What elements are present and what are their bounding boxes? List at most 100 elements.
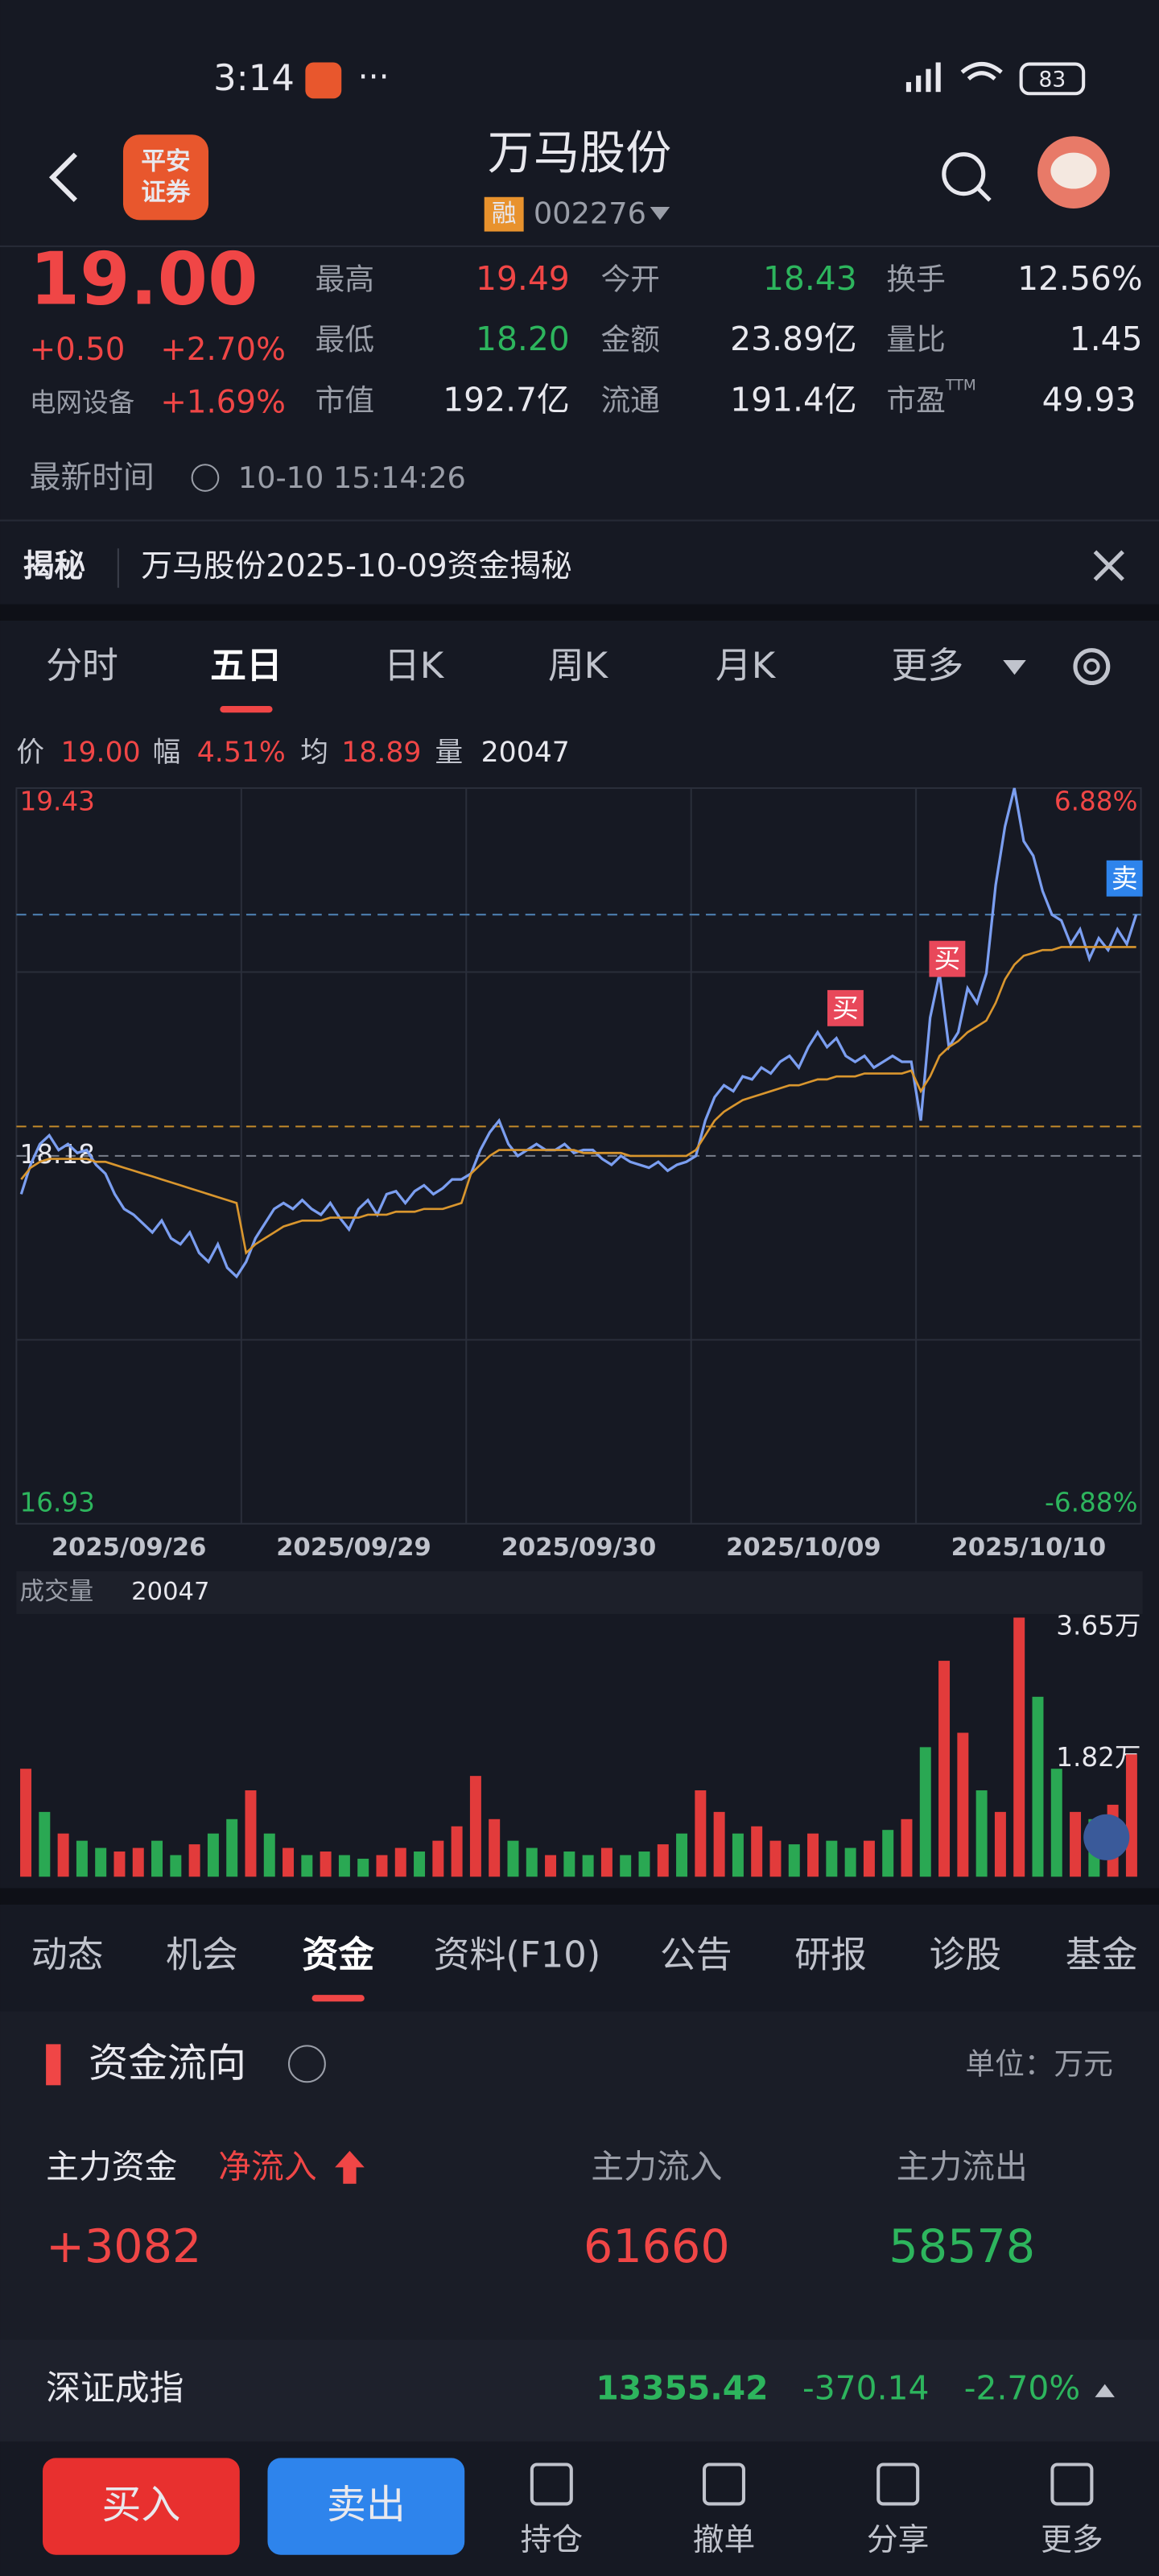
net-label: 净流入 [218,2147,316,2186]
logo [122,134,209,221]
volume-bar [1070,1811,1082,1877]
sell-button[interactable] [267,2458,465,2555]
volume-bar [1050,1769,1062,1877]
up-arrow [335,2150,365,2184]
field-label: 今开 [601,262,660,296]
volume-bar [657,1844,669,1877]
volume-bar [320,1852,332,1877]
volume-header [16,1571,1143,1614]
logo-text: 证券 [141,179,191,207]
y-tick-label: 3.65万 [1056,1610,1140,1641]
tab[interactable]: 日K [384,644,445,687]
unit: 单位：万元 [965,2046,1113,2081]
volume-bar [113,1852,126,1877]
expand[interactable] [1095,2384,1115,2397]
field-sup: TTM [945,377,976,394]
more-arrow[interactable] [1003,659,1026,675]
bottom-tab[interactable]: 诊股 [929,1933,1001,1975]
volume-bar [844,1847,856,1877]
field-value: 49.93 [1042,381,1136,419]
volume-bar [170,1855,182,1877]
y2-tick-label: -6.88% [1045,1487,1137,1517]
field-label: 流通 [601,383,660,418]
index-bar[interactable] [0,2339,1159,2442]
volume-bar [600,1847,612,1877]
bottom-tab[interactable]: 资金 [302,1933,374,1975]
tab[interactable]: 月K [716,644,777,687]
tool-label[interactable]: 分享 [867,2522,930,2558]
tab[interactable]: 周K [548,644,609,687]
volume-bar [132,1847,144,1877]
volume-bar [957,1732,969,1877]
volume-bar [1032,1696,1044,1877]
dropdown[interactable] [650,206,670,221]
bottom-tab[interactable]: 机会 [166,1933,238,1975]
x-tick-label: 2025/10/10 [951,1534,1107,1562]
volume-bar [751,1826,763,1877]
volume-bar [39,1811,51,1877]
bottom-tab[interactable]: 动态 [31,1933,104,1975]
back-button[interactable] [48,152,77,203]
search[interactable] [942,152,986,196]
accent [46,2044,61,2086]
update-time: 10-10 15:14:26 [238,460,466,495]
annotation-box [929,940,966,977]
banner-text[interactable]: 万马股份2025-10-09资金揭秘 [141,548,571,584]
field-label: 最低 [316,323,374,357]
settings[interactable] [1073,648,1111,686]
tool-icon [702,2462,746,2506]
info-value: 19.00 [60,737,140,769]
volume-bar [469,1776,481,1877]
info-icon[interactable] [287,2045,326,2083]
tab[interactable]: 五日 [210,644,283,687]
bottom-tab[interactable]: 公告 [660,1933,732,1975]
info-icon[interactable] [191,464,220,492]
search [976,187,992,202]
volume-bar [76,1840,88,1877]
tool-label[interactable]: 持仓 [521,2522,584,2558]
volume-bar [826,1840,838,1877]
main-label: 主力资金 [46,2147,177,2186]
field-value: 1.45 [1070,320,1143,358]
volume-bar [263,1833,275,1877]
annotation-box [1106,860,1143,897]
tool-icon [876,2462,920,2506]
logo-text: 平安 [141,147,190,175]
index-name: 深证成指 [46,2368,184,2409]
inflow-label: 主力流入 [591,2147,722,2186]
bottom-tab[interactable]: 研报 [794,1933,867,1975]
volume-bar [676,1833,688,1877]
tag: 融 [492,200,517,229]
tab[interactable]: 更多 [892,644,964,687]
volume-bar [432,1840,444,1877]
close-banner[interactable] [1093,550,1124,581]
bottom-tab[interactable]: 资料(F10) [434,1933,601,1975]
annotation: 买 [934,943,961,974]
info-label: 幅 [153,737,181,769]
volume-bar [151,1840,163,1877]
info-value: 18.89 [341,737,421,769]
fund-title: 资金流向 [89,2040,246,2086]
sell-label: 卖出 [327,2482,406,2528]
bottom-tab[interactable]: 基金 [1066,1933,1138,1975]
tab[interactable]: 分时 [46,644,118,687]
tool-label[interactable]: 撤单 [693,2522,756,2558]
update-label: 最新时间 [30,460,155,496]
field-label: 最高 [316,262,374,296]
volume-bar [376,1855,388,1877]
settings [1083,658,1100,675]
volume-bar [245,1790,257,1877]
y-tick-label: 16.93 [19,1487,94,1517]
stock-name: 万马股份 [488,126,671,180]
stock-code: 002276 [534,196,646,231]
annotation-box [827,989,864,1026]
tool-label[interactable]: 更多 [1041,2522,1103,2558]
volume-bar [788,1844,800,1877]
index-change: -370.14 [802,2369,929,2408]
y-tick-label: 19.43 [19,786,94,816]
field-value: 12.56% [1017,259,1142,298]
field-label: 金额 [601,323,660,357]
buy-button[interactable] [43,2458,240,2555]
fullscreen[interactable] [1083,1814,1130,1860]
